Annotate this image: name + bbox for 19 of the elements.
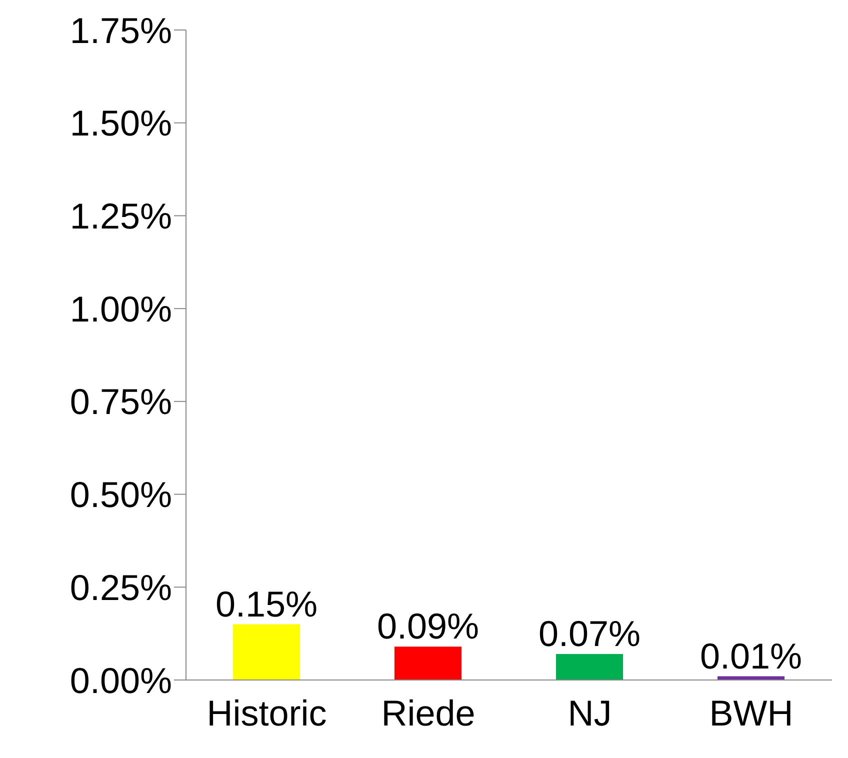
y-tick-label: 1.75% <box>70 10 172 51</box>
y-tick-label: 1.50% <box>70 102 172 144</box>
y-tick-label: 0.50% <box>70 474 172 516</box>
x-tick-label: BWH <box>709 692 794 734</box>
bar <box>556 654 623 680</box>
x-tick-label: NJ <box>568 692 612 734</box>
x-tick-label: Riede <box>381 692 476 734</box>
bar <box>394 646 462 680</box>
y-tick-label: 1.25% <box>70 195 172 236</box>
bar <box>233 624 300 680</box>
y-tick-label: 0.75% <box>70 381 172 422</box>
data-label: 0.15% <box>215 583 318 624</box>
y-tick-label: 0.00% <box>70 660 172 701</box>
data-label: 0.09% <box>376 606 480 647</box>
y-tick-label: 0.25% <box>70 566 172 608</box>
data-label: 0.07% <box>538 613 641 654</box>
x-tick-label: Historic <box>206 692 327 734</box>
y-tick-label: 1.00% <box>70 288 172 330</box>
data-label: 0.01% <box>700 635 802 676</box>
